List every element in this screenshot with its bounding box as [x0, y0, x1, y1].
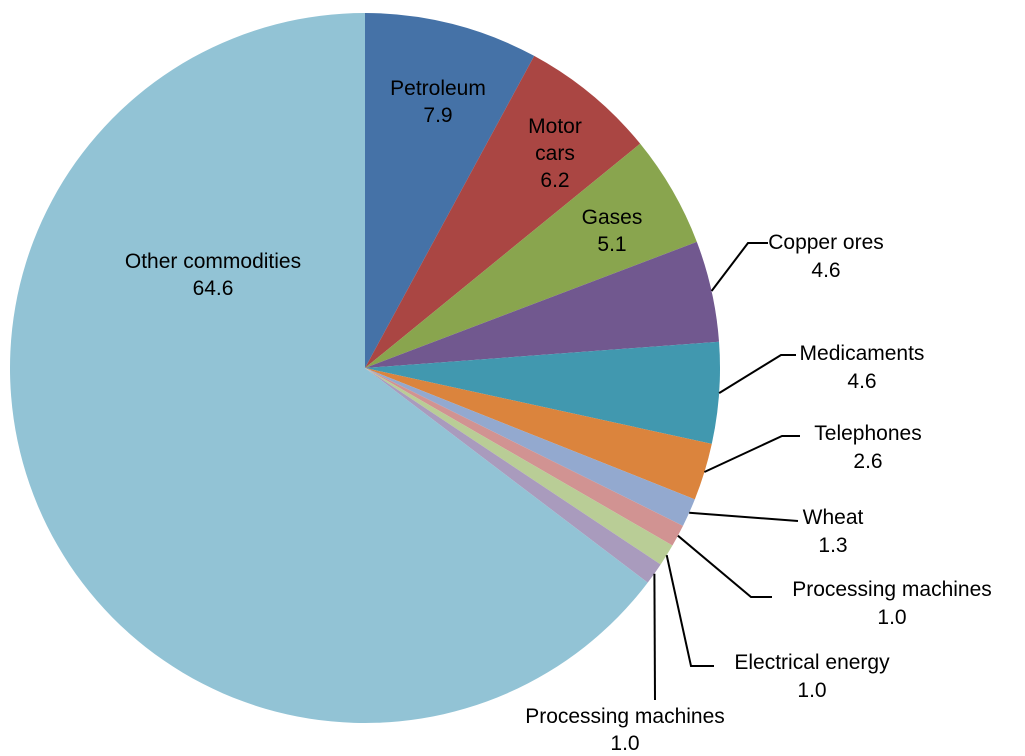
- pie-slice-other-commodities: [10, 13, 648, 723]
- pie-slice-petroleum: [365, 13, 535, 368]
- leader-line-copper-ores: [710, 242, 768, 292]
- leader-line-medicaments: [718, 354, 796, 394]
- pie-slice-motor-cars: [365, 55, 641, 369]
- slice-label-processing-machines: Processing machines 1.0: [792, 578, 992, 629]
- slice-category-label: cars: [535, 142, 575, 165]
- pie-slice-electrical-energy: [365, 368, 673, 565]
- slice-value-label: 1.3: [818, 534, 847, 557]
- slice-label-medicaments: Medicaments 4.6: [800, 342, 925, 393]
- pie-slice-medicaments: [365, 341, 721, 444]
- pie-slice-gases: [365, 143, 697, 368]
- slice-label-copper-ores: Copper ores 4.6: [768, 231, 884, 282]
- slice-category-label: Copper ores: [768, 231, 884, 254]
- slice-label-electrical-energy: Electrical energy 1.0: [734, 651, 890, 702]
- slice-label-gases: Gases 5.1: [582, 206, 643, 256]
- slice-value-label: 5.1: [597, 233, 626, 256]
- slice-value-label: 6.2: [540, 169, 569, 192]
- leader-line-processing-machines-2: [653, 573, 656, 701]
- slice-label-other-commodities: Other commodities 64.6: [125, 250, 301, 300]
- slice-label-wheat: Wheat 1.3: [803, 506, 864, 557]
- leader-lines-layer: [653, 242, 800, 701]
- slice-value-label: 2.6: [853, 450, 882, 473]
- slice-category-label: Processing machines: [525, 705, 725, 728]
- leader-line-electrical-energy: [665, 554, 714, 667]
- leader-line-processing-machines: [677, 534, 772, 598]
- slice-category-label: Wheat: [803, 506, 864, 529]
- slice-category-label: Other commodities: [125, 250, 301, 273]
- slice-category-label: Motor: [528, 115, 582, 138]
- labels-layer: Petroleum 7.9 Motor cars 6.2 Gases 5.1 Copper o…: [125, 77, 992, 755]
- slice-category-label: Medicaments: [800, 342, 925, 365]
- slice-value-label: 1.0: [877, 606, 906, 629]
- slice-value-label: 4.6: [847, 370, 876, 393]
- slice-value-label: 64.6: [193, 277, 234, 300]
- slices-layer: [10, 13, 721, 723]
- leader-line-wheat: [689, 511, 799, 522]
- pie-slice-processing-machines: [365, 368, 683, 546]
- pie-slice-telephones: [365, 368, 712, 500]
- slice-value-label: 7.9: [423, 104, 452, 127]
- slice-value-label: 4.6: [811, 259, 840, 282]
- slice-category-label: Petroleum: [390, 77, 486, 100]
- slice-category-label: Gases: [582, 206, 643, 229]
- pie-slice-processing-machines-2: [365, 368, 661, 583]
- slice-category-label: Electrical energy: [734, 651, 890, 674]
- slice-value-label: 1.0: [797, 679, 826, 702]
- slice-value-label: 1.0: [610, 732, 639, 755]
- pie-slice-wheat: [365, 368, 695, 526]
- leader-line-telephones: [703, 435, 800, 473]
- slice-category-label: Telephones: [814, 422, 921, 445]
- slice-category-label: Processing machines: [792, 578, 992, 601]
- pie-slice-copper-ores: [365, 241, 720, 368]
- slice-label-processing-machines-2: Processing machines 1.0: [525, 705, 725, 755]
- slice-label-petroleum: Petroleum 7.9: [390, 77, 486, 127]
- slice-label-telephones: Telephones 2.6: [814, 422, 921, 473]
- slice-label-motor-cars: Motor cars 6.2: [528, 115, 582, 192]
